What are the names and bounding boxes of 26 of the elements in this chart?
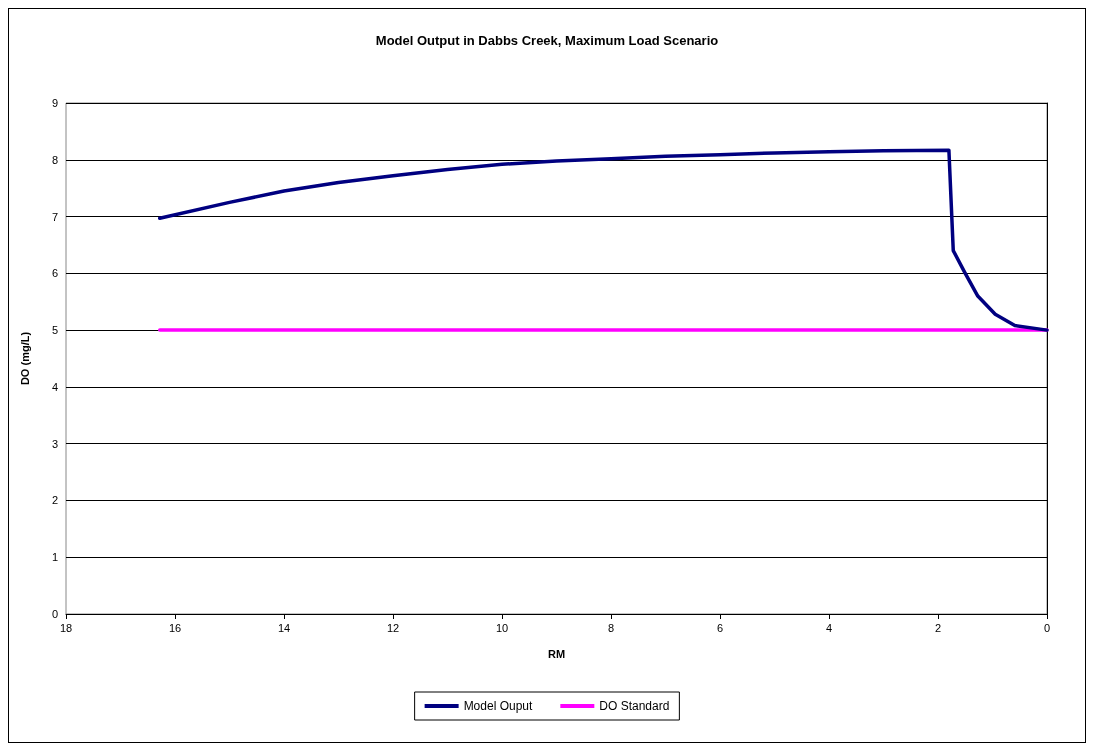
- x-tick-label: 14: [277, 621, 291, 634]
- y-tick-label: 8: [51, 153, 58, 166]
- x-tick-label: 12: [386, 621, 400, 634]
- x-tick-label: 8: [607, 621, 615, 634]
- x-tick-label: 2: [934, 621, 942, 634]
- y-tick-label: 6: [51, 267, 58, 280]
- y-tick-label: 7: [51, 210, 58, 223]
- x-axis-title: RM: [547, 647, 566, 660]
- y-tick-label: 9: [51, 97, 58, 109]
- x-tick-label: 16: [168, 621, 182, 634]
- x-tick-label: 0: [1043, 621, 1051, 634]
- legend-label: Model Ouput: [463, 699, 533, 713]
- x-tick-label: 4: [825, 621, 833, 634]
- chart-title: Model Output in Dabbs Creek, Maximum Load Scenario: [375, 33, 719, 48]
- x-tick-label: 18: [59, 621, 73, 634]
- y-tick-label: 3: [51, 437, 58, 450]
- y-tick-label: 4: [51, 380, 58, 393]
- x-tick-label: 6: [716, 621, 724, 634]
- y-axis-title: DO (mg/L): [18, 331, 31, 386]
- y-tick-label: 0: [51, 608, 58, 620]
- line-series: [157, 148, 1049, 332]
- y-tick-label: 1: [51, 551, 58, 564]
- y-tick-label: 2: [51, 494, 58, 507]
- legend-label: DO Standard: [599, 699, 670, 713]
- y-tick-label: 5: [51, 324, 58, 337]
- x-tick-label: 10: [495, 621, 509, 634]
